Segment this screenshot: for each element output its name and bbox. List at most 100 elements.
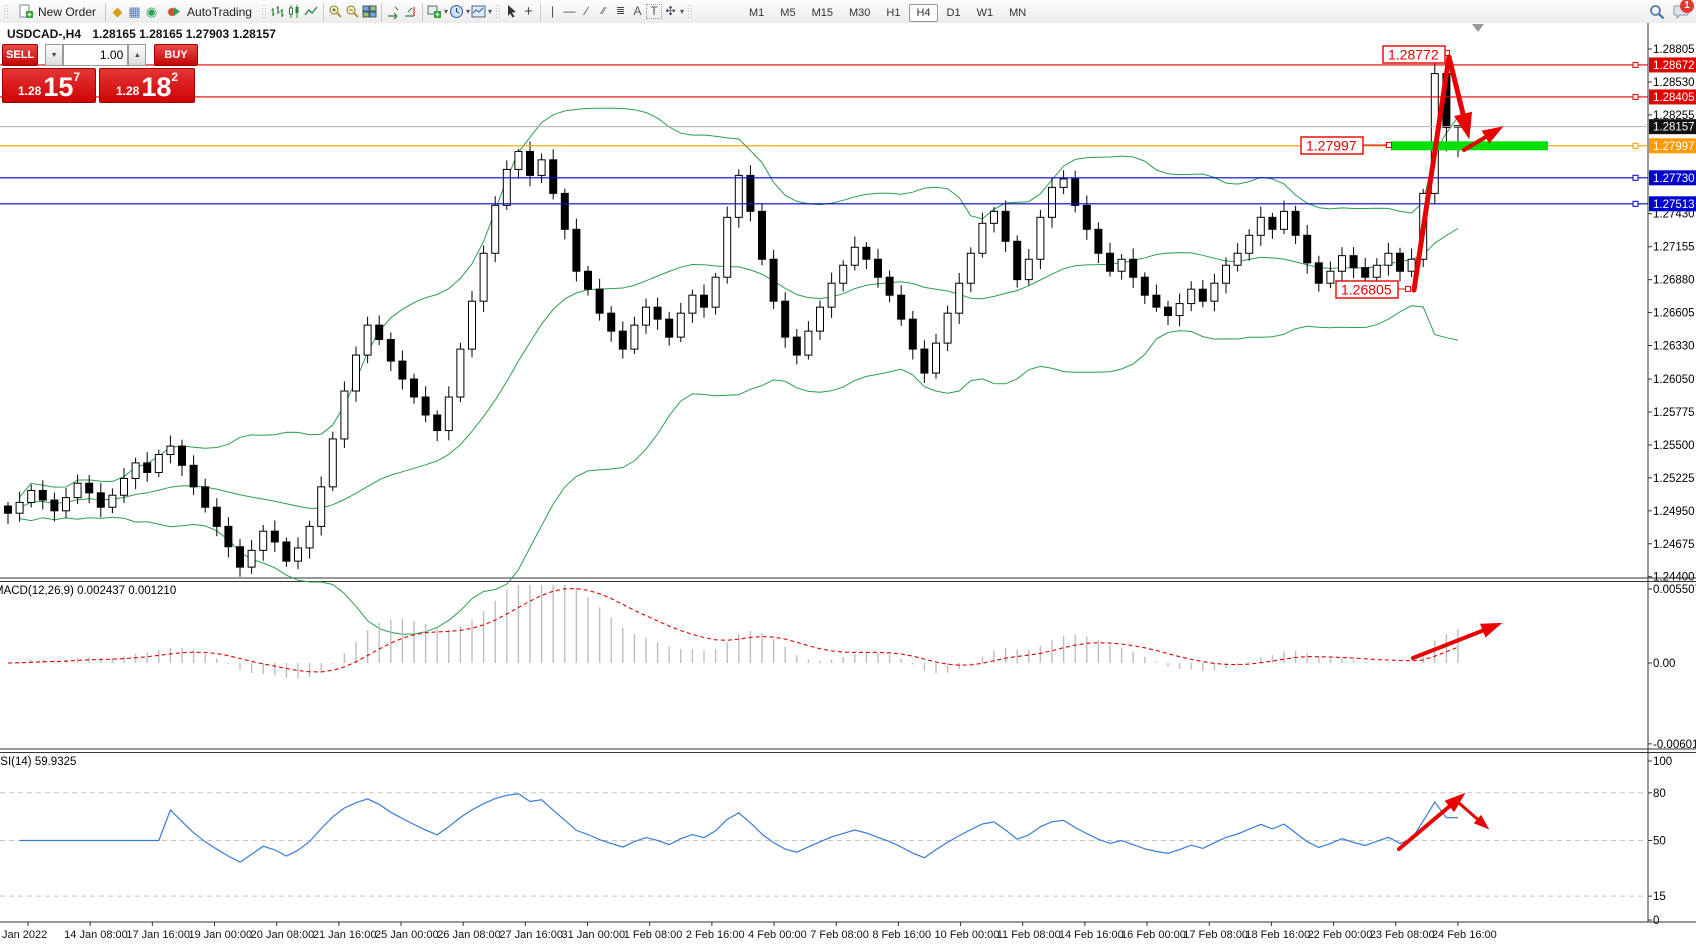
candle-body [96, 492, 105, 508]
sell-price-box[interactable]: 1.28 15 7 [2, 68, 96, 103]
toolbar-grip[interactable] [495, 3, 500, 20]
macd-axis-tick: -0.006018 [1653, 739, 1696, 751]
candle-body [1233, 252, 1242, 266]
price-axis-tick: 1.26330 [1653, 341, 1695, 353]
arrows-tool-icon[interactable]: ✣ [665, 4, 676, 18]
arrows-caret[interactable]: ▾ [680, 7, 685, 16]
hline-handle[interactable] [1632, 200, 1639, 207]
annotation-price-text: 1.28772 [1388, 47, 1439, 63]
candle-body [676, 312, 685, 338]
candle-body [120, 477, 128, 496]
fibonacci-icon[interactable]: ≣ [615, 5, 626, 17]
hline-handle[interactable] [1632, 61, 1639, 68]
crosshair-icon[interactable]: + [524, 3, 533, 20]
separator [105, 2, 107, 21]
candle-body [688, 294, 697, 314]
candle-body [1036, 216, 1045, 260]
hline-handle[interactable] [1632, 174, 1639, 181]
rsi-axis-tick: 50 [1653, 836, 1666, 848]
candle-body [1407, 258, 1416, 272]
timeframe-MN[interactable]: MN [1009, 6, 1027, 19]
buy-price-box[interactable]: 1.28 18 2 [99, 68, 195, 103]
candle-body [375, 324, 384, 341]
annotation-label-1.26805[interactable]: 1.26805 [1335, 280, 1411, 299]
new-chart-icon[interactable] [426, 3, 443, 20]
timeframe-M30[interactable]: M30 [848, 6, 871, 19]
auto-scroll-icon[interactable] [385, 3, 402, 20]
horizontal-line-icon[interactable]: — [563, 4, 576, 18]
candle-body [50, 499, 59, 512]
sell-button[interactable]: SELL [2, 44, 39, 66]
candle-body [943, 312, 952, 344]
annotation-label-1.27997[interactable]: 1.27997 [1300, 136, 1392, 155]
text-label-icon[interactable]: T [646, 4, 662, 19]
candle-body [665, 318, 674, 338]
text-icon[interactable]: A [633, 4, 642, 18]
zoom-out-icon[interactable] [344, 3, 361, 20]
annotation-arrow[interactable] [1462, 126, 1504, 152]
timeframe-M15[interactable]: M15 [811, 6, 833, 19]
trendline-icon[interactable]: ∕ [585, 4, 588, 18]
annotation-label-1.28772[interactable]: 1.28772 [1382, 45, 1450, 64]
template-caret[interactable]: ▾ [487, 7, 492, 16]
search-icon[interactable] [1648, 3, 1665, 20]
candle-body [642, 306, 650, 326]
toolbar-grip[interactable] [3, 3, 8, 20]
new-order-button[interactable]: New Order [11, 0, 102, 23]
timeframe-W1[interactable]: W1 [976, 6, 994, 19]
candle-body [1094, 228, 1103, 254]
volume-input[interactable]: 1.00 [63, 44, 129, 66]
equidistant-channel-icon[interactable]: ∕∕ [601, 6, 606, 17]
annotation-arrow[interactable] [1411, 622, 1503, 660]
annotation-arrow[interactable] [1397, 792, 1466, 851]
annotation-arrow[interactable] [1411, 54, 1473, 293]
signals-icon[interactable]: ◉ [145, 4, 158, 19]
candle-body [990, 210, 998, 224]
bar-chart-icon[interactable] [269, 3, 286, 20]
timeframe-H1[interactable]: H1 [886, 6, 901, 19]
candle-body [1117, 258, 1126, 272]
candle-body [595, 288, 604, 314]
time-axis-label: 7 Feb 08:00 [810, 929, 869, 941]
candle-body [352, 354, 360, 392]
autotrading-button[interactable]: AutoTrading [160, 0, 258, 23]
hline-handle[interactable] [1632, 142, 1639, 149]
candle-body [1256, 216, 1265, 236]
vertical-line-icon[interactable]: | [550, 4, 555, 18]
candle-body [1048, 186, 1056, 218]
candle-body [1187, 288, 1196, 305]
hline-handle[interactable] [1632, 93, 1639, 100]
line-chart-icon[interactable] [303, 3, 320, 20]
timeframe-M1[interactable]: M1 [749, 6, 765, 19]
timeframe-H4[interactable]: H4 [909, 3, 938, 22]
volume-increase-button[interactable]: ▲ [128, 44, 147, 66]
candle-body [746, 174, 755, 212]
price-axis-tick: 1.28255 [1653, 110, 1695, 122]
annotation-arrow[interactable] [1457, 801, 1490, 830]
time-axis-label: Jan 2022 [2, 929, 47, 941]
period-clock-icon[interactable] [448, 3, 465, 20]
toolbar-grip[interactable] [260, 3, 266, 20]
metaeditor-icon[interactable]: ◆ [112, 4, 123, 19]
cursor-icon[interactable] [503, 3, 520, 20]
toolbar-grip[interactable] [687, 3, 693, 20]
macd-axis-tick: 0.00 [1653, 658, 1675, 670]
candle-body [572, 228, 581, 272]
new-chart-caret[interactable]: ▾ [443, 7, 448, 16]
timeframe-D1[interactable]: D1 [946, 6, 961, 19]
chart-shift-icon[interactable] [402, 3, 419, 20]
timeframe-M5[interactable]: M5 [780, 6, 796, 19]
candlestick-chart-icon[interactable] [286, 3, 303, 20]
volume-decrease-button[interactable]: ▼ [44, 44, 64, 66]
tile-windows-icon[interactable] [361, 3, 378, 20]
chat-icon[interactable]: 1 [1673, 0, 1694, 20]
candle-body [1372, 264, 1381, 278]
period-caret[interactable]: ▾ [465, 7, 470, 16]
time-axis-label: 17 Feb 08:00 [1183, 929, 1248, 941]
autotrading-label: AutoTrading [187, 4, 252, 19]
market-watch-icon[interactable]: ▦ [128, 4, 141, 19]
zoom-in-icon[interactable] [327, 3, 344, 20]
template-icon[interactable] [470, 3, 487, 20]
buy-button[interactable]: BUY [154, 44, 198, 66]
